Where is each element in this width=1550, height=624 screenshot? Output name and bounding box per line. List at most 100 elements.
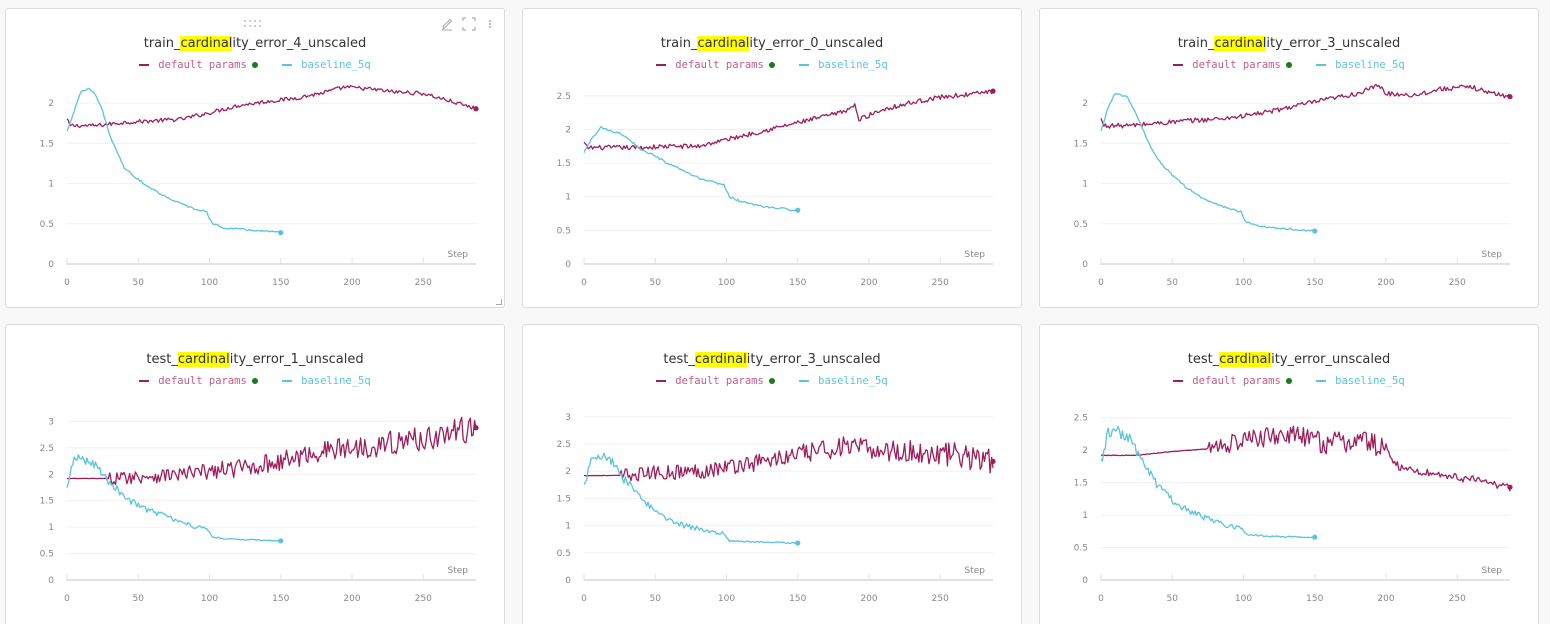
legend-swatch: [139, 380, 150, 382]
y-tick-label: 0.5: [40, 220, 54, 230]
running-status-dot: [251, 377, 258, 384]
line-chart[interactable]: 0 0.5 1 1.5 2 2.5 3 0 50 100 150 200 250 Step: [6, 325, 505, 624]
title-prefix: test_: [1187, 352, 1220, 367]
line-chart[interactable]: 0 0.5 1 1.5 2 2.5 0 50 100 150 200 250 Step: [523, 9, 1022, 308]
title-highlight: cardinal: [177, 352, 230, 367]
legend-label: baseline_5q: [301, 375, 371, 387]
running-status-dot: [768, 61, 775, 68]
title-prefix: train_: [660, 36, 698, 51]
x-tick-label: 250: [415, 278, 432, 288]
series-line-baseline-5q: [1100, 92, 1316, 232]
legend-item-baseline-5q[interactable]: baseline_5q: [799, 59, 888, 71]
legend-item-baseline-5q[interactable]: baseline_5q: [282, 375, 371, 387]
x-tick-label: 150: [272, 594, 289, 604]
y-tick-label: 3: [48, 417, 54, 427]
legend: default params baseline_5q: [1040, 375, 1538, 387]
title-suffix: ity_error_0_unscaled: [749, 36, 884, 51]
legend-item-default-params[interactable]: default params: [656, 375, 781, 387]
legend-item-default-params[interactable]: default params: [1173, 375, 1298, 387]
legend-swatch: [282, 64, 293, 66]
x-tick-label: 150: [789, 278, 806, 288]
x-tick-label: 0: [581, 594, 587, 604]
y-tick-label: 0: [48, 576, 54, 586]
y-tick-label: 3: [565, 413, 571, 423]
series-end-point: [1312, 534, 1318, 540]
series-end-point: [990, 88, 996, 94]
y-tick-label: 0.5: [557, 226, 571, 236]
y-tick-label: 2.5: [557, 440, 571, 450]
legend: default params baseline_5q: [1040, 59, 1538, 71]
legend-item-default-params[interactable]: default params: [656, 59, 781, 71]
drag-handle-icon[interactable]: [244, 20, 266, 30]
title-highlight: cardinal: [1219, 352, 1272, 367]
chart-panel[interactable]: test_cardinality_error_unscaled default …: [1039, 324, 1539, 624]
legend-item-baseline-5q[interactable]: baseline_5q: [282, 59, 371, 71]
line-chart[interactable]: 0 0.5 1 1.5 2 0 50 100 150 200 250 Step: [1040, 9, 1539, 308]
running-status-dot: [768, 377, 775, 384]
chart-title: train_cardinality_error_0_unscaled: [523, 36, 1021, 51]
y-tick-label: 2: [48, 470, 54, 480]
line-chart[interactable]: 0 0.5 1 1.5 2 2.5 3 0 50 100 150 200 250 Step: [523, 325, 1022, 624]
x-tick-label: 250: [1449, 278, 1466, 288]
resize-handle-icon[interactable]: [496, 299, 502, 305]
legend-swatch: [282, 380, 293, 382]
legend-label: baseline_5q: [818, 59, 888, 71]
line-chart[interactable]: 0 0.5 1 1.5 2 0 50 100 150 200 250 Step: [6, 9, 505, 308]
chart-panel[interactable]: test_cardinality_error_3_unscaled defaul…: [522, 324, 1022, 624]
x-tick-label: 150: [1306, 278, 1323, 288]
series-line-baseline-5q: [583, 452, 798, 545]
legend-item-baseline-5q[interactable]: baseline_5q: [1316, 59, 1405, 71]
y-tick-label: 0: [48, 260, 54, 270]
expand-icon[interactable]: [462, 17, 476, 31]
legend-swatch: [1316, 380, 1327, 382]
y-tick-label: 1: [1082, 180, 1088, 190]
chart-panel[interactable]: train_cardinality_error_4_unscaled defau…: [5, 8, 505, 308]
legend-item-default-params[interactable]: default params: [139, 375, 264, 387]
x-tick-label: 250: [415, 594, 432, 604]
legend-label: default params: [675, 59, 764, 71]
x-tick-label: 100: [718, 278, 735, 288]
legend-swatch: [139, 64, 150, 66]
x-tick-label: 0: [64, 278, 70, 288]
y-tick-label: 1: [565, 522, 571, 532]
series-end-point: [1507, 94, 1513, 100]
x-tick-label: 50: [133, 594, 145, 604]
x-axis-label: Step: [965, 250, 986, 260]
y-tick-label: 0.5: [557, 549, 571, 559]
y-tick-label: 0: [1082, 260, 1088, 270]
legend-item-baseline-5q[interactable]: baseline_5q: [799, 375, 888, 387]
y-tick-label: 2: [48, 99, 54, 109]
x-tick-label: 0: [581, 278, 587, 288]
legend-label: default params: [1192, 375, 1281, 387]
series-end-point: [1312, 228, 1318, 234]
pencil-icon[interactable]: [440, 17, 454, 31]
legend-item-baseline-5q[interactable]: baseline_5q: [1316, 375, 1405, 387]
title-suffix: ity_error_1_unscaled: [229, 352, 364, 367]
series-end-point: [473, 425, 479, 431]
legend-swatch: [656, 64, 667, 66]
title-suffix: ity_error_unscaled: [1271, 352, 1391, 367]
x-tick-label: 200: [860, 594, 877, 604]
x-tick-label: 50: [650, 594, 662, 604]
x-tick-label: 50: [1167, 594, 1179, 604]
chart-panel[interactable]: train_cardinality_error_3_unscaled defau…: [1039, 8, 1539, 308]
series-line-baseline-5q: [583, 125, 799, 212]
series-end-point: [278, 538, 284, 544]
y-tick-label: 1.5: [1074, 479, 1088, 489]
chart-title: train_cardinality_error_3_unscaled: [1040, 36, 1538, 51]
x-tick-label: 0: [64, 594, 70, 604]
series-line-default-params: [1100, 425, 1511, 492]
x-axis-label: Step: [1482, 566, 1503, 576]
y-tick-label: 1: [48, 180, 54, 190]
chart-panel[interactable]: train_cardinality_error_0_unscaled defau…: [522, 8, 1022, 308]
series-line-default-params: [583, 88, 994, 151]
legend-item-default-params[interactable]: default params: [139, 59, 264, 71]
more-vertical-icon[interactable]: [487, 17, 493, 31]
x-tick-label: 150: [789, 594, 806, 604]
line-chart[interactable]: 0 0.5 1 1.5 2 2.5 0 50 100 150 200 250 Step: [1040, 325, 1539, 624]
title-prefix: test_: [146, 352, 178, 367]
chart-panel[interactable]: test_cardinality_error_1_unscaled defaul…: [5, 324, 505, 624]
chart-title: test_cardinality_error_1_unscaled: [6, 352, 504, 367]
legend-item-default-params[interactable]: default params: [1173, 59, 1298, 71]
x-axis-label: Step: [448, 250, 469, 260]
